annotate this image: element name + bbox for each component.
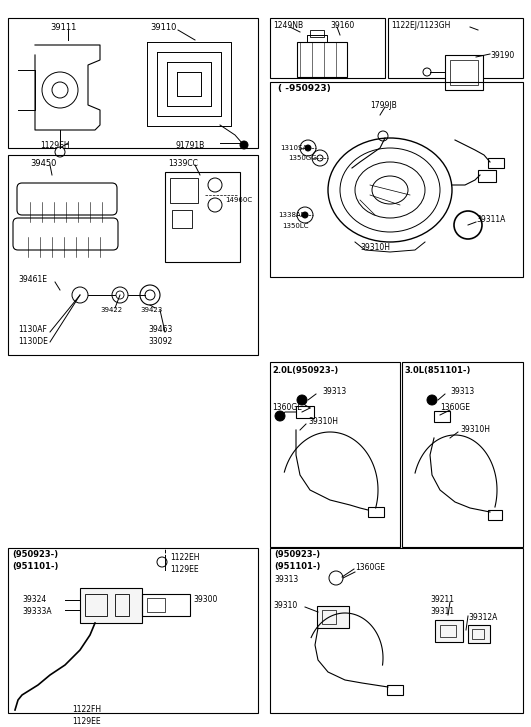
Circle shape — [302, 212, 308, 218]
Text: 1122FH: 1122FH — [72, 705, 101, 715]
Circle shape — [297, 395, 307, 405]
Text: 39190: 39190 — [490, 52, 514, 60]
Bar — [297, 42, 347, 77]
Text: 1129EH: 1129EH — [40, 140, 70, 150]
Bar — [270, 362, 400, 547]
Circle shape — [427, 395, 437, 405]
Bar — [388, 18, 523, 78]
Text: 1249NB: 1249NB — [273, 20, 303, 30]
Text: 39450: 39450 — [30, 158, 56, 167]
Text: ( -950923): ( -950923) — [278, 84, 331, 92]
Text: 39461E: 39461E — [18, 276, 47, 284]
Circle shape — [275, 411, 285, 421]
Text: 14960C: 14960C — [225, 197, 252, 203]
Circle shape — [55, 147, 65, 157]
Text: 1130DE: 1130DE — [18, 337, 48, 347]
FancyBboxPatch shape — [17, 183, 117, 215]
Text: 2.0L(950923-): 2.0L(950923-) — [272, 366, 338, 374]
Bar — [147, 598, 165, 612]
Text: 39312A: 39312A — [468, 614, 498, 622]
Text: 39310H: 39310H — [308, 417, 338, 427]
Text: 39423: 39423 — [140, 307, 162, 313]
Bar — [296, 406, 314, 418]
Text: 1122EH: 1122EH — [170, 553, 200, 563]
Text: 39310H: 39310H — [360, 243, 390, 252]
Text: 3.0L(851101-): 3.0L(851101-) — [404, 366, 470, 374]
Bar — [170, 178, 198, 203]
Circle shape — [240, 141, 248, 149]
Text: 39333A: 39333A — [22, 608, 52, 616]
Bar — [270, 82, 523, 277]
Text: 1338AD: 1338AD — [278, 212, 306, 218]
Text: 39311A: 39311A — [476, 215, 506, 225]
Bar — [488, 158, 504, 168]
Text: 33092: 33092 — [148, 337, 172, 347]
Text: (951101-): (951101-) — [12, 563, 58, 571]
Bar — [270, 548, 523, 713]
Text: 1129EE: 1129EE — [170, 566, 199, 574]
Text: 91791B: 91791B — [175, 140, 204, 150]
Bar — [165, 172, 240, 262]
Bar — [317, 606, 349, 628]
Text: 39160: 39160 — [330, 20, 354, 30]
Bar — [472, 629, 484, 639]
Text: 1360GE: 1360GE — [440, 403, 470, 412]
Bar — [450, 60, 478, 85]
Bar — [270, 18, 385, 78]
Bar — [368, 507, 384, 517]
Text: 1360GE: 1360GE — [355, 563, 385, 571]
Text: 39463: 39463 — [148, 326, 173, 334]
Bar — [435, 620, 463, 642]
Text: 39311: 39311 — [430, 608, 454, 616]
Text: 1360GE: 1360GE — [272, 403, 302, 412]
Text: 1339CC: 1339CC — [168, 158, 198, 167]
Bar — [468, 625, 490, 643]
Text: 39422: 39422 — [100, 307, 122, 313]
Text: 39300: 39300 — [193, 595, 217, 604]
Text: 39310H: 39310H — [460, 425, 490, 435]
Text: 1122EJ/1123GH: 1122EJ/1123GH — [391, 20, 450, 30]
Text: 1350GG: 1350GG — [288, 155, 316, 161]
Bar — [172, 210, 192, 228]
Bar — [488, 510, 502, 520]
Circle shape — [305, 145, 311, 151]
Bar — [8, 155, 258, 355]
Text: 1310SA: 1310SA — [280, 145, 307, 151]
Bar — [115, 594, 129, 616]
FancyBboxPatch shape — [13, 218, 118, 250]
Bar — [434, 411, 450, 422]
Text: 1129EE: 1129EE — [72, 718, 101, 726]
Text: 1130AF: 1130AF — [18, 326, 47, 334]
Bar — [8, 548, 258, 713]
Text: 39324: 39324 — [22, 595, 46, 604]
Text: 39111: 39111 — [50, 23, 76, 33]
Text: (951101-): (951101-) — [274, 563, 320, 571]
Text: 1350LC: 1350LC — [282, 223, 309, 229]
Bar — [270, 80, 523, 85]
Text: 1799JB: 1799JB — [370, 100, 397, 110]
Bar — [310, 30, 324, 37]
Bar — [387, 685, 403, 695]
Text: 39110: 39110 — [150, 23, 176, 33]
Text: (950923-): (950923-) — [12, 550, 58, 560]
Text: 39310: 39310 — [273, 601, 297, 609]
Bar — [478, 170, 496, 182]
Bar — [402, 362, 523, 547]
Bar — [440, 625, 456, 637]
Text: 39211: 39211 — [430, 595, 454, 604]
Bar — [445, 55, 483, 90]
Text: 39313: 39313 — [274, 576, 298, 585]
Text: (950923-): (950923-) — [274, 550, 320, 560]
Text: 39313: 39313 — [450, 387, 474, 396]
Text: 39313: 39313 — [322, 387, 346, 396]
Bar — [142, 594, 190, 616]
Bar — [85, 594, 107, 616]
Bar — [322, 610, 336, 624]
Bar — [8, 18, 258, 148]
Bar — [80, 588, 142, 623]
